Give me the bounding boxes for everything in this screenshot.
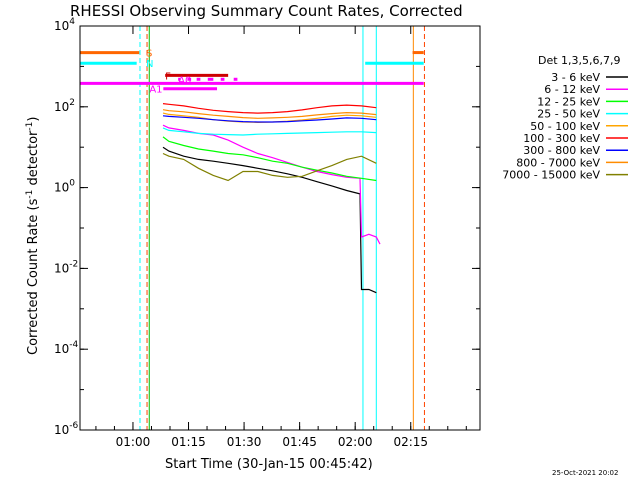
y-label-sup2: -1	[25, 122, 35, 131]
legend-title: Det 1,3,5,6,7,9	[538, 54, 621, 67]
legend-label-6: 300 - 800 keV	[523, 144, 600, 157]
flag-label-f: F	[165, 71, 171, 82]
series-lines	[162, 103, 381, 294]
flag-bars: SN F A0 A1	[80, 49, 424, 96]
vertical-markers	[79, 26, 425, 430]
y-label-main: Corrected Count Rate (s	[26, 198, 41, 355]
x-tick-label-3: 01:45	[282, 435, 317, 449]
flag-label-s: S	[146, 49, 152, 60]
x-tick-label-5: 02:15	[393, 435, 428, 449]
y-tick-label-5: 104	[54, 17, 75, 33]
y-tick-label-0: 10-6	[54, 421, 79, 437]
series-line-2	[162, 136, 377, 182]
y-label-end: )	[26, 117, 41, 122]
footer-date: 25-Oct-2021 20:02	[552, 469, 618, 477]
y-tick-label-1: 10-4	[54, 340, 79, 356]
flag-label-a1: A1	[149, 85, 162, 96]
series-line-8	[162, 152, 377, 182]
legend-label-0: 3 - 6 keV	[551, 71, 600, 84]
x-tick-label-4: 02:00	[338, 435, 373, 449]
flag-label-n: N	[146, 59, 153, 70]
legend-label-5: 100 - 300 keV	[523, 132, 600, 145]
y-label-mid: detector	[26, 130, 41, 190]
y-label-sup1: -1	[25, 190, 35, 199]
chart-title: RHESSI Observing Summary Count Rates, Co…	[70, 2, 463, 20]
y-axis-label: Corrected Count Rate (s-1 detector-1)	[25, 117, 41, 355]
y-tick-label-3: 100	[54, 179, 75, 195]
legend-label-4: 50 - 100 keV	[530, 120, 600, 133]
y-tick-label-2: 10-2	[54, 259, 78, 275]
x-tick-label-0: 01:00	[116, 435, 151, 449]
y-axis-ticks: 10-6 10-4 10-2 100 102 104	[54, 17, 480, 437]
x-axis-ticks: 01:00 01:15 01:30 01:45 02:00 02:15	[95, 26, 467, 449]
series-line-0	[162, 146, 377, 294]
x-axis-label: Start Time (30-Jan-15 00:45:42)	[165, 457, 373, 472]
legend-label-8: 7000 - 15000 keV	[502, 169, 600, 182]
series-line-6	[162, 115, 377, 123]
legend-label-7: 800 - 7000 keV	[516, 156, 600, 169]
series-line-5	[162, 103, 377, 114]
flag-label-a0: A0	[178, 75, 191, 86]
legend-label-3: 25 - 50 keV	[537, 108, 600, 121]
series-line-7	[162, 109, 377, 119]
series-line-1	[162, 124, 381, 245]
legend-label-2: 12 - 25 keV	[537, 95, 600, 108]
x-tick-label-2: 01:30	[227, 435, 262, 449]
x-tick-label-1: 01:15	[171, 435, 206, 449]
y-tick-label-4: 102	[54, 98, 75, 114]
legend-label-1: 6 - 12 keV	[544, 83, 600, 96]
series-line-3	[162, 127, 377, 136]
